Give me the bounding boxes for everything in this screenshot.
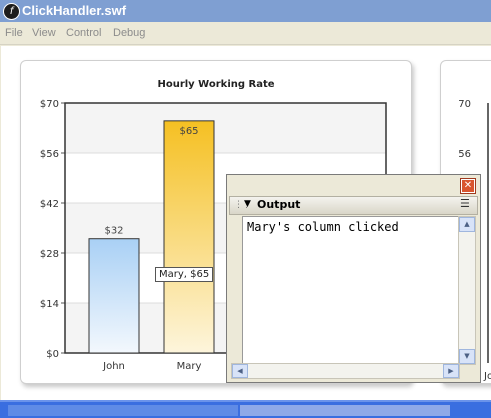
menu-file[interactable]: File bbox=[5, 27, 23, 39]
data-label-john: $32 bbox=[104, 226, 123, 237]
panel-menu-icon[interactable]: ☰ bbox=[460, 197, 470, 210]
y-tick-label: $56 bbox=[40, 149, 59, 160]
window-titlebar: f ClickHandler.swf bbox=[0, 0, 491, 22]
flash-player-icon: f bbox=[3, 3, 20, 20]
menu-bar: File View Control Debug bbox=[0, 22, 491, 45]
data-label-mary: $65 bbox=[179, 126, 198, 137]
window-title: ClickHandler.swf bbox=[22, 3, 126, 18]
vertical-scrollbar[interactable]: ▲ ▼ bbox=[458, 216, 476, 365]
y-tick-label: $70 bbox=[40, 99, 59, 110]
taskbar-button[interactable] bbox=[240, 405, 450, 416]
scroll-up-icon[interactable]: ▲ bbox=[459, 217, 475, 232]
taskbar-button[interactable] bbox=[8, 405, 238, 416]
horizontal-scrollbar[interactable]: ◀ ▶ bbox=[231, 363, 460, 379]
y-tick-label: $28 bbox=[40, 249, 59, 260]
scroll-right-icon[interactable]: ▶ bbox=[443, 364, 459, 378]
bar-john bbox=[89, 239, 139, 353]
x-tick-label-john: John bbox=[102, 361, 125, 372]
taskbar bbox=[0, 400, 491, 418]
menu-debug[interactable]: Debug bbox=[113, 27, 145, 39]
y-tick-label: $42 bbox=[40, 199, 59, 210]
second-ytick-56: 56 bbox=[458, 149, 471, 160]
menu-view[interactable]: View bbox=[32, 27, 56, 39]
output-header[interactable]: ⋮⋮ ▼ Output ☰ bbox=[229, 196, 478, 215]
output-title: Output bbox=[257, 198, 300, 211]
output-textarea[interactable]: Mary's column clicked bbox=[242, 216, 460, 365]
bar-mary bbox=[164, 121, 214, 353]
y-tick-label: $14 bbox=[40, 299, 59, 310]
bar-tooltip: Mary, $65 bbox=[155, 267, 213, 282]
scroll-left-icon[interactable]: ◀ bbox=[232, 364, 248, 378]
y-tick-label: $0 bbox=[46, 349, 59, 360]
second-ytick-70: 70 bbox=[458, 99, 471, 110]
x-tick-label-mary: Mary bbox=[177, 361, 202, 372]
collapse-triangle-icon[interactable]: ▼ bbox=[244, 199, 251, 209]
output-panel[interactable]: ✕ ⋮⋮ ▼ Output ☰ Mary's column clicked ▲ … bbox=[226, 174, 481, 383]
menu-control[interactable]: Control bbox=[66, 27, 101, 39]
output-text: Mary's column clicked bbox=[247, 220, 399, 234]
scroll-down-icon[interactable]: ▼ bbox=[459, 349, 475, 364]
close-icon[interactable]: ✕ bbox=[461, 179, 475, 193]
grid-band bbox=[65, 103, 386, 153]
second-xtick: Jo bbox=[483, 371, 491, 382]
